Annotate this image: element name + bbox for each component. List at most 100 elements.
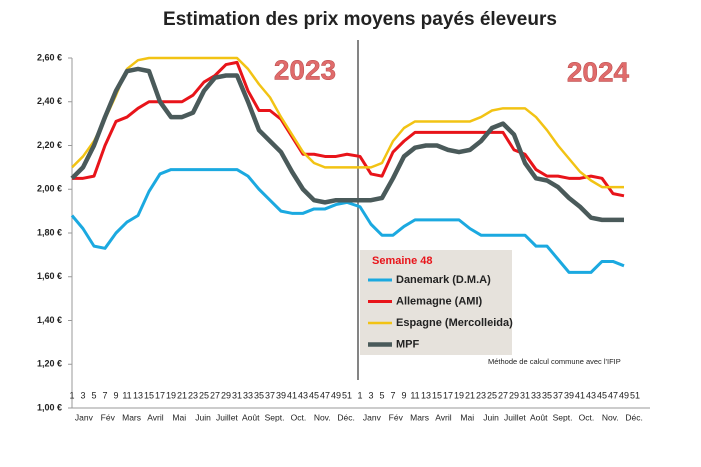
year-label: 2024 xyxy=(567,56,630,87)
month-label: Juillet xyxy=(504,412,526,422)
x-tick-label: 27 xyxy=(210,390,220,400)
series-line xyxy=(70,66,624,223)
x-tick-label: 1 xyxy=(357,390,362,400)
x-tick-label: 37 xyxy=(553,390,563,400)
x-tick-label: 37 xyxy=(265,390,275,400)
x-tick-label: 47 xyxy=(320,390,330,400)
x-tick-label: 7 xyxy=(390,390,395,400)
x-tick-label: 29 xyxy=(509,390,519,400)
month-label: Août xyxy=(242,412,260,422)
x-tick-label: 47 xyxy=(608,390,618,400)
x-tick-label: 5 xyxy=(379,390,384,400)
chart-title: Estimation des prix moyens payés éleveur… xyxy=(163,9,557,30)
x-tick-label: 17 xyxy=(443,390,453,400)
month-label: Fév xyxy=(101,412,116,422)
x-tick-label: 3 xyxy=(368,390,373,400)
x-tick-label: 45 xyxy=(309,390,319,400)
legend-label: Danemark (D.M.A) xyxy=(396,274,491,286)
x-tick-label: 29 xyxy=(221,390,231,400)
y-tick-label: 2,60 € xyxy=(37,52,62,62)
y-tick-label: 1,80 € xyxy=(37,227,62,237)
y-tick-label: 2,20 € xyxy=(37,140,62,150)
month-label: Déc. xyxy=(337,412,354,422)
note: Méthode de calcul commune avec l'IFIP xyxy=(488,357,621,366)
month-label: Sept. xyxy=(553,412,573,422)
month-label: Nov. xyxy=(314,412,331,422)
month-label: Avril xyxy=(435,412,451,422)
x-tick-label: 31 xyxy=(232,390,242,400)
x-tick-label: 15 xyxy=(432,390,442,400)
y-tick-label: 1,00 € xyxy=(37,402,62,412)
x-tick-label: 15 xyxy=(144,390,154,400)
x-tick-label: 35 xyxy=(254,390,264,400)
legend-label: Espagne (Mercolleida) xyxy=(396,317,513,329)
month-label: Janv xyxy=(75,412,94,422)
month-label: Mai xyxy=(172,412,186,422)
month-label: Juillet xyxy=(216,412,238,422)
month-label: Sept. xyxy=(265,412,285,422)
month-label: Mai xyxy=(460,412,474,422)
x-tick-label: 27 xyxy=(498,390,508,400)
x-tick-label: 23 xyxy=(476,390,486,400)
y-tick-label: 1,60 € xyxy=(37,271,62,281)
x-tick-label: 41 xyxy=(575,390,585,400)
x-tick-label: 41 xyxy=(287,390,297,400)
month-label: Juin xyxy=(195,412,211,422)
month-label: Fév xyxy=(389,412,404,422)
x-tick-label: 17 xyxy=(155,390,165,400)
month-label: Juin xyxy=(483,412,499,422)
month-label: Mars xyxy=(410,412,429,422)
y-tick-label: 2,40 € xyxy=(37,96,62,106)
x-tick-label: 13 xyxy=(133,390,143,400)
x-tick-label: 1 xyxy=(69,390,74,400)
x-tick-label: 25 xyxy=(199,390,209,400)
x-tick-label: 43 xyxy=(298,390,308,400)
x-tick-label: 3 xyxy=(80,390,85,400)
x-tick-label: 45 xyxy=(597,390,607,400)
x-tick-label: 19 xyxy=(454,390,464,400)
month-label: Janv xyxy=(363,412,382,422)
x-tick-label: 11 xyxy=(122,390,131,400)
y-tick-label: 1,40 € xyxy=(37,315,62,325)
series-line xyxy=(71,56,624,189)
x-tick-label: 7 xyxy=(102,390,107,400)
year-label: 2023 xyxy=(274,54,336,85)
legend-label: MPF xyxy=(396,338,420,350)
month-label: Août xyxy=(530,412,548,422)
x-tick-label: 19 xyxy=(166,390,176,400)
x-tick-label: 5 xyxy=(91,390,96,400)
x-tick-label: 13 xyxy=(421,390,431,400)
x-tick-label: 33 xyxy=(243,390,253,400)
x-tick-label: 51 xyxy=(342,390,352,400)
x-tick-label: 49 xyxy=(331,390,341,400)
series-line xyxy=(72,60,625,198)
x-tick-label: 33 xyxy=(531,390,541,400)
month-label: Mars xyxy=(122,412,141,422)
legend: Danemark (D.M.A) Allemagne (AMI) Espagne (… xyxy=(368,274,513,350)
month-label: Déc. xyxy=(625,412,642,422)
plot-area xyxy=(70,56,625,274)
legend-title: Semaine 48 xyxy=(372,255,433,267)
month-label: Nov. xyxy=(602,412,619,422)
month-label: Oct. xyxy=(579,412,595,422)
month-label: Avril xyxy=(147,412,163,422)
x-tick-label: 39 xyxy=(564,390,574,400)
x-tick-label: 31 xyxy=(520,390,530,400)
x-tick-label: 51 xyxy=(630,390,640,400)
x-tick-label: 35 xyxy=(542,390,552,400)
x-tick-label: 11 xyxy=(410,390,419,400)
x-tick-label: 21 xyxy=(177,390,187,400)
x-tick-label: 49 xyxy=(619,390,629,400)
x-tick-label: 39 xyxy=(276,390,286,400)
month-label: Oct. xyxy=(291,412,307,422)
x-tick-label: 25 xyxy=(487,390,497,400)
y-tick-label: 1,20 € xyxy=(37,359,62,369)
x-tick-label: 9 xyxy=(401,390,406,400)
series-line xyxy=(70,168,625,274)
y-tick-label: 2,00 € xyxy=(37,184,62,194)
x-tick-label: 23 xyxy=(188,390,198,400)
x-tick-label: 43 xyxy=(586,390,596,400)
x-tick-label: 21 xyxy=(465,390,475,400)
x-tick-label: 9 xyxy=(113,390,118,400)
